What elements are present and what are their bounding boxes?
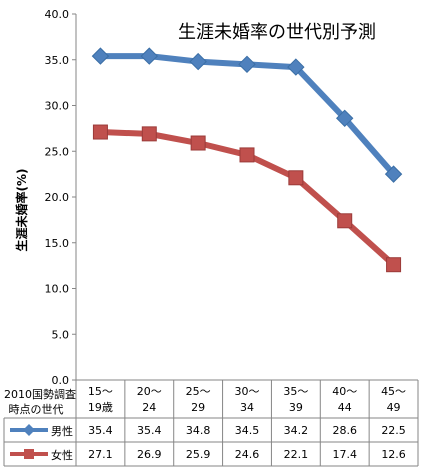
legend-series-name: 女性 (51, 448, 73, 462)
data-point-marker (288, 170, 304, 186)
data-point-marker (337, 213, 353, 229)
table-value-cell: 34.8 (186, 424, 211, 437)
data-point-marker (287, 58, 305, 76)
x-category-label: 45〜 (381, 385, 406, 398)
axes (72, 13, 77, 381)
x-category-label: 24 (142, 401, 156, 414)
y-tick-label: 10.0 (45, 283, 70, 296)
x-category-label: 15〜 (88, 385, 113, 398)
x-category-label: 20〜 (137, 385, 162, 398)
table-value-cell: 34.2 (284, 424, 309, 437)
series-lines (91, 47, 403, 273)
table-value-cell: 24.6 (235, 448, 260, 461)
y-tick-label: 15.0 (45, 237, 70, 250)
table-value-cell: 25.9 (186, 448, 211, 461)
x-category-label: 49 (387, 401, 401, 414)
x-category-label: 39 (289, 401, 303, 414)
data-point-marker (189, 52, 207, 71)
table-value-cell: 26.9 (137, 448, 162, 461)
data-point-marker (91, 47, 110, 65)
table-value-cell: 35.4 (88, 424, 113, 437)
table-value-cell: 34.5 (235, 424, 260, 437)
legend-marker (23, 424, 35, 436)
table-value-cell: 12.6 (381, 448, 406, 461)
data-point-marker (386, 257, 402, 273)
y-tick-label: 35.0 (45, 54, 70, 67)
table-value-cell: 28.6 (332, 424, 357, 437)
y-tick-label: 20.0 (45, 191, 70, 204)
x-category-label: 25〜 (186, 385, 211, 398)
legend-marker (24, 449, 34, 459)
data-point-marker (140, 47, 158, 65)
x-category-label: 29 (191, 401, 205, 414)
y-tick-labels: 0.0 5.0 10.0 15.0 20.0 25.0 30.0 35.0 40.0 (45, 8, 70, 387)
x-category-label: 30〜 (235, 385, 260, 398)
y-tick-label: 5.0 (52, 328, 70, 341)
data-point-marker (141, 126, 157, 142)
data-point-marker (238, 55, 256, 74)
table-value-cell: 22.1 (284, 448, 309, 461)
table-value-cell: 27.1 (88, 448, 113, 461)
y-tick-label: 30.0 (45, 100, 70, 113)
data-point-marker (239, 147, 255, 163)
table-header-line: 時点の世代 (9, 403, 64, 416)
legend-series-name: 男性 (51, 424, 73, 438)
data-point-marker (384, 165, 403, 183)
x-category-label: 19歳 (88, 401, 113, 414)
data-point-marker (190, 135, 206, 151)
data-point-marker (336, 109, 354, 128)
x-category-label: 34 (240, 401, 254, 414)
y-tick-label: 0.0 (52, 374, 70, 387)
y-tick-label: 40.0 (45, 8, 70, 21)
y-tick-label: 25.0 (45, 145, 70, 158)
x-category-label: 44 (338, 401, 352, 414)
table-header-line: 2010国勢調査 (4, 387, 76, 401)
data-point-marker (92, 124, 108, 140)
table-value-cell: 17.4 (332, 448, 357, 461)
table-value-cell: 35.4 (137, 424, 162, 437)
y-axis-label: 生涯未婚率(%) (14, 169, 29, 252)
table-value-cell: 22.5 (381, 424, 406, 437)
x-category-label: 35〜 (283, 385, 308, 398)
x-category-label: 40〜 (332, 385, 357, 398)
chart-title: 生涯未婚率の世代別予測 (178, 22, 376, 43)
